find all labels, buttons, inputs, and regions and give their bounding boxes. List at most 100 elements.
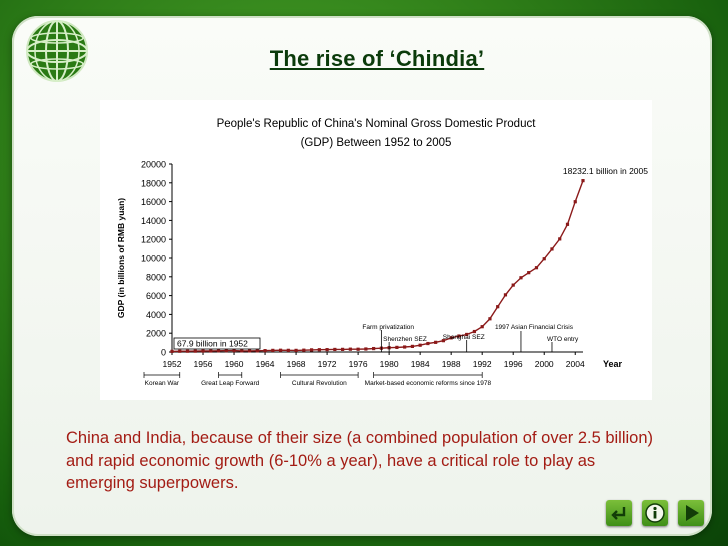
gdp-data-point <box>426 341 430 346</box>
y-tick-label: 6000 <box>146 291 166 301</box>
gdp-data-point <box>496 305 500 309</box>
gdp-data-point <box>178 349 182 353</box>
chart-title-line: (GDP) Between 1952 to 2005 <box>301 137 452 149</box>
period-label: Market-based economic reforms since 1978 <box>365 380 492 387</box>
gdp-data-point <box>480 325 484 329</box>
gdp-data-point <box>372 346 376 351</box>
gdp-data-point <box>255 349 259 353</box>
gdp-data-point <box>449 336 453 340</box>
period-label: Great Leap Forward <box>201 380 260 387</box>
gdp-data-point <box>534 266 539 270</box>
return-icon <box>611 507 626 520</box>
period-label: Korean War <box>145 380 180 387</box>
gdp-data-point <box>418 343 422 347</box>
gdp-chart: People's Republic of China's Nominal Gro… <box>100 100 652 400</box>
x-tick-label: 2000 <box>535 359 554 369</box>
gdp-data-point <box>185 349 190 353</box>
y-axis-label: GDP (in billions of RMB yuan) <box>116 198 126 318</box>
y-tick-label: 8000 <box>146 272 166 282</box>
y-tick-label: 12000 <box>141 235 166 245</box>
gdp-data-point <box>364 347 368 351</box>
gdp-data-point <box>317 348 321 352</box>
gdp-data-point <box>348 347 352 351</box>
gdp-data-point <box>278 348 283 352</box>
gdp-data-point <box>302 348 306 352</box>
back-button[interactable] <box>606 500 632 526</box>
x-axis-label: Year <box>603 359 623 369</box>
gdp-data-point <box>325 348 329 352</box>
gdp-data-point <box>472 329 477 334</box>
period-label: Cultural Revolution <box>292 380 347 387</box>
gdp-data-point <box>193 349 197 353</box>
end-label: 18232.1 billion in 2005 <box>563 166 648 176</box>
x-tick-label: 1984 <box>411 359 430 369</box>
slide-title: The rise of ‘Chindia’ <box>269 46 485 71</box>
next-button[interactable] <box>678 500 704 526</box>
globe-icon <box>26 20 88 82</box>
gdp-data-point <box>286 348 290 352</box>
gdp-data-point <box>247 349 252 353</box>
gdp-data-point <box>341 347 345 351</box>
gdp-data-point <box>457 334 461 338</box>
x-tick-label: 1988 <box>442 359 461 369</box>
y-tick-label: 14000 <box>141 216 166 226</box>
gdp-data-point <box>519 276 523 280</box>
gdp-data-point <box>170 349 174 353</box>
x-tick-label: 1960 <box>225 359 244 369</box>
y-tick-label: 2000 <box>146 329 166 339</box>
gdp-data-point <box>209 349 213 353</box>
gdp-data-point <box>434 340 438 344</box>
event-marker-label: WTO entry <box>547 336 579 343</box>
chart-title-line: People's Republic of China's Nominal Gro… <box>217 118 537 130</box>
gdp-data-point <box>465 332 469 337</box>
gdp-data-point <box>240 349 244 353</box>
gdp-data-point <box>573 200 577 204</box>
info-icon <box>645 503 665 523</box>
gdp-data-point <box>294 348 298 352</box>
y-tick-label: 18000 <box>141 178 166 188</box>
x-tick-label: 1964 <box>256 359 275 369</box>
gdp-data-point <box>441 339 446 343</box>
gdp-data-point <box>403 345 407 349</box>
gdp-data-point <box>527 271 531 275</box>
gdp-data-point <box>542 257 546 261</box>
gdp-data-point <box>356 347 360 351</box>
x-tick-label: 1956 <box>194 359 213 369</box>
x-tick-label: 1996 <box>504 359 523 369</box>
y-tick-label: 4000 <box>146 310 166 320</box>
chart-svg: People's Republic of China's Nominal Gro… <box>116 118 648 387</box>
info-button[interactable] <box>642 500 668 526</box>
slide-caption: China and India, because of their size (… <box>66 429 654 492</box>
x-tick-label: 1992 <box>473 359 492 369</box>
x-tick-label: 1952 <box>163 359 182 369</box>
y-tick-label: 16000 <box>141 197 166 207</box>
gdp-data-point <box>271 348 275 352</box>
gdp-data-point <box>488 317 492 321</box>
x-tick-label: 1980 <box>380 359 399 369</box>
gdp-data-point <box>581 179 585 183</box>
x-tick-label: 1968 <box>287 359 306 369</box>
event-marker-label: Shanghai SEZ <box>443 334 485 341</box>
event-marker-label: Farm privatization <box>362 324 414 331</box>
start-label-box <box>173 337 261 350</box>
event-marker-label: 1997 Asian Financial Crisis <box>495 324 574 331</box>
gdp-data-point <box>565 222 570 226</box>
gdp-data-point <box>503 293 508 297</box>
y-tick-label: 20000 <box>141 160 166 170</box>
gdp-data-point <box>333 347 337 352</box>
gdp-data-point <box>550 247 554 251</box>
gdp-data-point <box>309 348 314 352</box>
gdp-data-point <box>263 349 267 353</box>
start-label: 67.9 billion in 1952 <box>177 339 248 349</box>
x-tick-label: 1972 <box>318 359 337 369</box>
y-tick-label: 10000 <box>141 254 166 264</box>
x-tick-label: 1976 <box>349 359 368 369</box>
play-next-icon <box>686 505 699 521</box>
gdp-data-point <box>201 349 205 353</box>
gdp-data-point <box>232 349 236 353</box>
gdp-data-point <box>511 283 515 287</box>
y-tick-label: 0 <box>161 348 166 358</box>
gdp-data-point <box>410 344 414 348</box>
x-tick-label: 2004 <box>566 359 585 369</box>
